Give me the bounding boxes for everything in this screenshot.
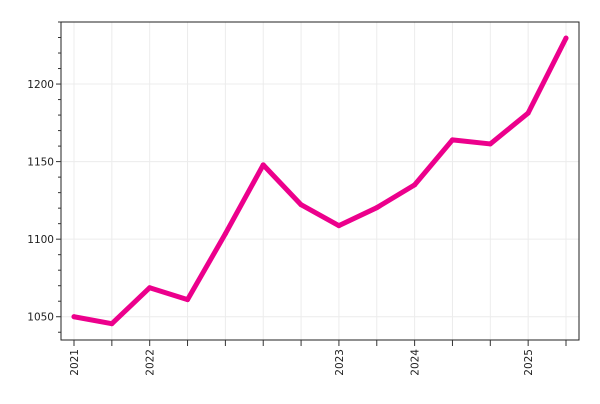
data-point: [260, 162, 266, 168]
series-line: [71, 35, 569, 327]
x-tick-label: 2022: [145, 349, 157, 376]
data-point: [374, 205, 380, 211]
data-point: [525, 110, 531, 116]
x-tick-label: 2021: [69, 349, 81, 376]
x-tick-label: 2024: [410, 349, 422, 376]
data-point: [563, 35, 569, 41]
y-tick-label: 1150: [27, 157, 54, 169]
data-point: [487, 141, 493, 147]
data-point: [71, 314, 77, 320]
data-point: [147, 285, 153, 291]
data-point: [109, 321, 115, 327]
y-tick-label: 1100: [27, 234, 54, 246]
x-tick-label: 2023: [334, 349, 346, 376]
y-tick-label: 1200: [27, 79, 54, 91]
data-point: [298, 202, 304, 208]
data-point: [222, 231, 228, 237]
data-point: [185, 297, 191, 303]
x-tick-label: 2025: [523, 349, 535, 376]
data-point: [412, 182, 418, 188]
data-point: [449, 137, 455, 143]
data-point: [336, 223, 342, 229]
y-tick-label: 1050: [27, 312, 54, 324]
plot-frame: [60, 21, 580, 341]
